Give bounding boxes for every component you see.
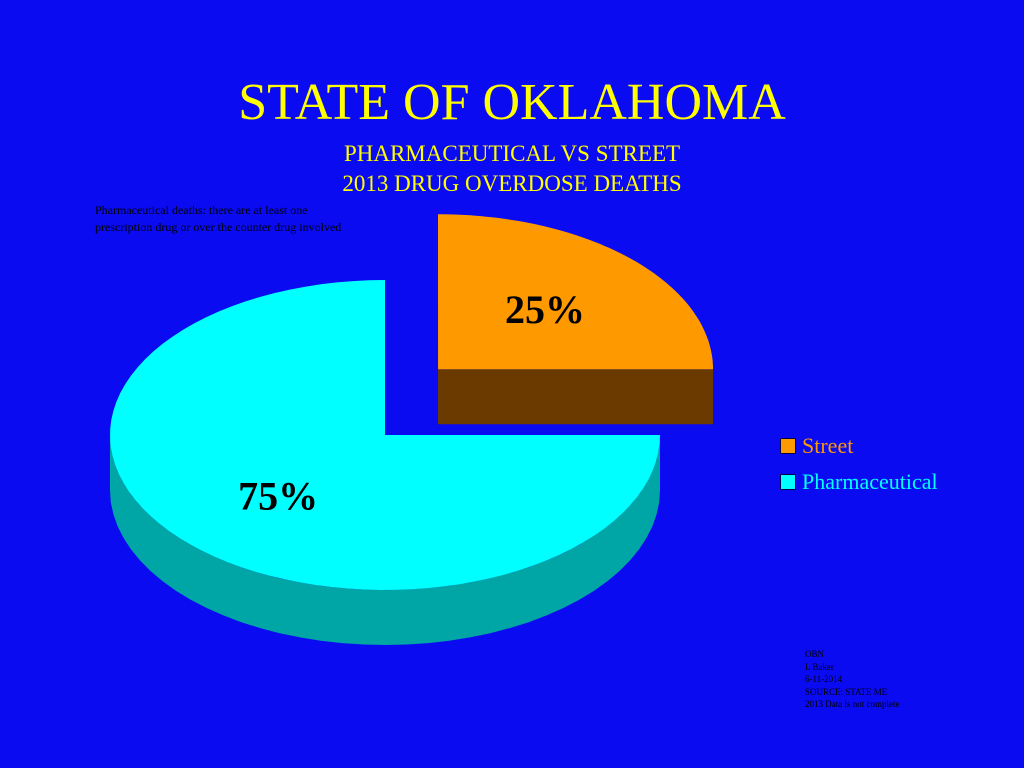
pie-slice-cut-face (438, 369, 714, 425)
chart-legend: Street Pharmaceutical (780, 428, 938, 500)
legend-item-pharmaceutical: Pharmaceutical (780, 464, 938, 500)
legend-item-street: Street (780, 428, 938, 464)
pie-slice-top (110, 280, 661, 590)
chart-subtitle-line1: PHARMACEUTICAL VS STREET (343, 141, 681, 166)
credit-line: OBN (805, 649, 825, 659)
legend-label-pharmaceutical: Pharmaceutical (802, 469, 938, 494)
source-credits: OBN L Baker 6-11-2014 SOURCE: STATE ME 2… (805, 648, 1005, 711)
data-label-street: 25% (505, 287, 585, 332)
chart-subtitle-line2: 2013 DRUG OVERDOSE DEATHS (342, 171, 682, 196)
chart-note-line1: Pharmaceutical deaths: there are at leas… (95, 203, 308, 217)
credit-line: 6-11-2014 (805, 674, 843, 684)
data-label-pharmaceutical: 75% (238, 473, 318, 518)
legend-label-street: Street (802, 433, 854, 458)
legend-swatch-pharmaceutical (780, 474, 796, 490)
credit-line: L Baker (805, 661, 834, 672)
chart-note: Pharmaceutical deaths: there are at leas… (95, 202, 435, 236)
chart-note-line2: prescription drug or over the counter dr… (95, 220, 342, 234)
pie-slice-side (110, 435, 660, 645)
pie-slice-pharmaceutical (110, 280, 661, 645)
pie-slice-street (438, 214, 714, 425)
credit-line: SOURCE: STATE ME (805, 686, 888, 697)
credit-line: 2013 Data is not complete (805, 699, 900, 709)
page-title: STATE OF OKLAHOMA (238, 74, 786, 131)
pie-slice-top (438, 214, 713, 370)
legend-swatch-street (780, 438, 796, 454)
